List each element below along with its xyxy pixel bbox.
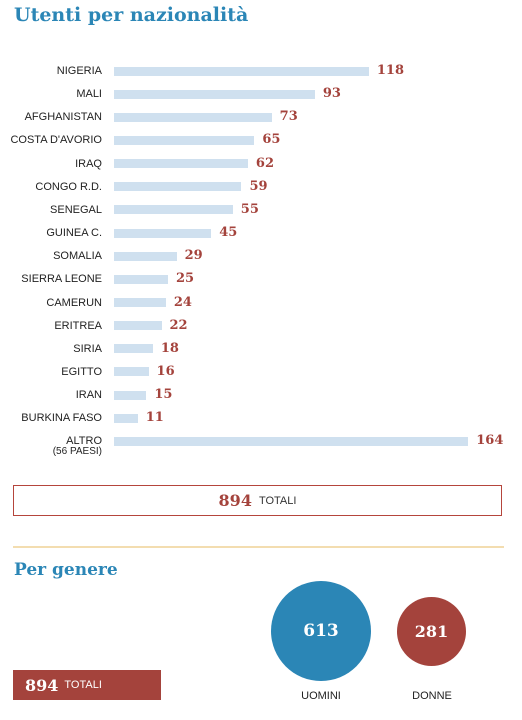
bar-nigeria [114, 66, 369, 76]
nationality-bar-chart: NIGERIA 118 MALI 93 AFGHANISTAN 73 COSTA D'AVO… [0, 60, 522, 468]
men-value: 613 [303, 621, 339, 641]
value-label-costa-d-avorio: 65 [262, 132, 281, 148]
bar-egitto [114, 367, 149, 377]
total-users-box: 894 TOTALI [13, 485, 502, 516]
category-label-burkina-faso: BURKINA FASO [21, 412, 102, 425]
value-label-burkina-faso: 11 [145, 410, 164, 426]
women-circle: 281 [397, 597, 466, 666]
bar-eritrea [114, 321, 162, 331]
category-label-egitto: EGITTO [61, 365, 102, 378]
category-label-sierra-leone: SIERRA LEONE [21, 273, 102, 286]
women-label: DONNE [412, 690, 452, 702]
bar-senegal [114, 205, 233, 215]
category-label-altro: ALTRO (56 PAESI) [0, 435, 102, 457]
value-label-somalia: 29 [184, 248, 203, 264]
bar-somalia [114, 251, 177, 261]
gender-total-box: 894 TOTALI [13, 670, 161, 700]
bar-iraq [114, 159, 248, 169]
value-label-altro: 164 [476, 433, 504, 449]
category-label-costa-d-avorio: COSTA D'AVORIO [10, 134, 102, 147]
bar-costa-d-avorio [114, 135, 255, 145]
value-label-siria: 18 [160, 340, 179, 356]
category-label-mali: MALI [76, 88, 102, 101]
gender-section-title: Per genere [14, 560, 118, 580]
value-label-iraq: 62 [255, 155, 274, 171]
bar-afghanistan [114, 112, 272, 122]
category-label-nigeria: NIGERIA [56, 65, 102, 77]
bar-burkina-faso [114, 413, 138, 423]
value-label-senegal: 55 [240, 201, 259, 217]
category-label-siria: SIRIA [73, 342, 102, 355]
value-label-nigeria: 118 [376, 63, 405, 78]
men-label: UOMINI [301, 690, 341, 702]
bar-guinea-c [114, 228, 212, 238]
bar-camerun [114, 298, 166, 307]
bar-siria [114, 344, 153, 354]
category-label-congo-r-d: CONGO R.D. [35, 180, 102, 193]
men-circle: 613 [271, 581, 371, 681]
bar-iran [114, 390, 147, 400]
category-label-afghanistan: AFGHANISTAN [24, 111, 102, 124]
category-label-senegal: SENEGAL [50, 203, 102, 216]
total-users-value: 894 [218, 491, 252, 510]
value-label-egitto: 16 [156, 363, 175, 379]
category-note-altro: (56 PAESI) [52, 446, 102, 458]
category-label-eritrea: ERITREA [54, 319, 102, 332]
value-label-iran: 15 [154, 387, 173, 403]
women-value: 281 [414, 622, 449, 641]
category-label-camerun: CAMERUN [46, 296, 102, 309]
total-users-label: TOTALI [258, 494, 297, 507]
gender-total-value: 894 [25, 675, 59, 695]
bar-sierra-leone [114, 274, 168, 284]
category-label-guinea-c: GUINEA C. [46, 227, 102, 240]
section-divider [13, 546, 504, 548]
bar-congo-r-d [114, 182, 242, 192]
value-label-camerun: 24 [173, 294, 192, 310]
bar-mali [114, 89, 315, 99]
category-label-iraq: IRAQ [75, 157, 102, 170]
bar-altro [114, 436, 469, 446]
value-label-sierra-leone: 25 [176, 271, 195, 287]
value-label-guinea-c: 45 [219, 225, 238, 241]
value-label-afghanistan: 73 [279, 109, 298, 125]
value-label-congo-r-d: 59 [249, 178, 268, 194]
value-label-eritrea: 22 [169, 317, 188, 333]
gender-total-label: TOTALI [64, 679, 102, 691]
value-label-mali: 93 [322, 86, 341, 102]
chart-title: Utenti per nazionalità [14, 4, 249, 26]
category-label-iran: IRAN [75, 389, 102, 402]
category-label-somalia: SOMALIA [53, 250, 102, 263]
